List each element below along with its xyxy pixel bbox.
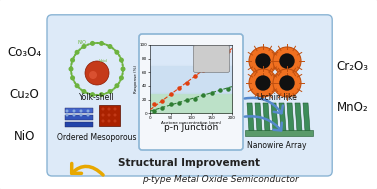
Point xyxy=(225,88,231,91)
Point xyxy=(159,106,166,109)
Circle shape xyxy=(70,58,75,63)
Circle shape xyxy=(249,47,277,75)
Circle shape xyxy=(273,69,301,97)
Text: Cr₂O₃: Cr₂O₃ xyxy=(337,60,368,73)
Circle shape xyxy=(81,44,86,49)
Point xyxy=(208,65,215,68)
Bar xyxy=(65,122,93,127)
Bar xyxy=(65,108,93,113)
Circle shape xyxy=(107,108,110,111)
Circle shape xyxy=(66,109,69,112)
Text: Ordered Mesoporous: Ordered Mesoporous xyxy=(57,132,137,142)
Point xyxy=(184,99,190,102)
Circle shape xyxy=(273,47,301,75)
Circle shape xyxy=(113,108,116,111)
Circle shape xyxy=(279,53,295,69)
Text: NiO: NiO xyxy=(78,40,86,46)
Polygon shape xyxy=(247,103,254,131)
Circle shape xyxy=(86,114,89,116)
Point xyxy=(200,93,206,96)
Point xyxy=(167,103,173,106)
Circle shape xyxy=(101,119,104,122)
Circle shape xyxy=(72,114,75,116)
Text: Cu₂O: Cu₂O xyxy=(10,88,39,101)
Circle shape xyxy=(75,83,80,88)
Circle shape xyxy=(72,109,75,112)
Point xyxy=(167,93,173,96)
Point xyxy=(151,103,157,106)
FancyBboxPatch shape xyxy=(98,105,120,125)
X-axis label: Acetone concentration (ppm): Acetone concentration (ppm) xyxy=(161,121,221,125)
Circle shape xyxy=(101,114,104,116)
Point xyxy=(192,98,198,101)
Circle shape xyxy=(99,41,104,46)
Circle shape xyxy=(255,53,271,69)
FancyArrowPatch shape xyxy=(245,116,282,130)
Circle shape xyxy=(69,67,74,71)
Circle shape xyxy=(255,75,271,91)
Polygon shape xyxy=(303,103,310,131)
FancyArrowPatch shape xyxy=(245,98,283,113)
FancyBboxPatch shape xyxy=(139,34,243,150)
Circle shape xyxy=(107,89,112,94)
Text: p-n Junction: p-n Junction xyxy=(164,122,218,132)
Y-axis label: Response (%): Response (%) xyxy=(134,65,138,93)
Polygon shape xyxy=(287,103,294,131)
Circle shape xyxy=(101,108,104,111)
Text: Nanowire Array: Nanowire Array xyxy=(247,140,307,149)
Point xyxy=(176,101,182,104)
Polygon shape xyxy=(263,103,270,131)
Circle shape xyxy=(81,89,86,94)
FancyBboxPatch shape xyxy=(47,15,332,176)
Polygon shape xyxy=(255,103,262,131)
FancyBboxPatch shape xyxy=(193,46,230,72)
Circle shape xyxy=(119,58,124,63)
Point xyxy=(176,86,182,89)
Circle shape xyxy=(107,114,110,116)
Bar xyxy=(65,115,93,120)
Text: p-type Metal Oxide Semiconductor: p-type Metal Oxide Semiconductor xyxy=(142,174,298,184)
Point xyxy=(184,82,190,85)
Text: MnO₂: MnO₂ xyxy=(337,101,368,114)
Text: sensor: sensor xyxy=(207,57,216,61)
Point xyxy=(225,49,231,52)
Circle shape xyxy=(89,71,97,79)
Circle shape xyxy=(119,75,124,80)
Circle shape xyxy=(113,114,116,116)
Point xyxy=(159,100,166,103)
Text: Urchin-like: Urchin-like xyxy=(257,92,297,101)
Text: Yolk-shell: Yolk-shell xyxy=(79,92,115,101)
Bar xyxy=(245,130,313,136)
Polygon shape xyxy=(295,103,302,131)
Circle shape xyxy=(279,75,295,91)
Circle shape xyxy=(75,50,80,55)
Circle shape xyxy=(90,41,95,46)
Point xyxy=(151,109,157,112)
Polygon shape xyxy=(271,103,278,131)
Circle shape xyxy=(107,44,112,49)
Circle shape xyxy=(70,75,75,80)
Point xyxy=(208,91,215,94)
Circle shape xyxy=(85,61,109,85)
Point xyxy=(217,88,223,91)
Text: NiO: NiO xyxy=(14,130,35,143)
FancyArrowPatch shape xyxy=(72,163,103,175)
Circle shape xyxy=(121,67,126,71)
Circle shape xyxy=(113,119,116,122)
Circle shape xyxy=(80,109,83,112)
Point xyxy=(192,74,198,77)
Text: Structural Improvement: Structural Improvement xyxy=(118,158,259,168)
Circle shape xyxy=(86,109,89,112)
Circle shape xyxy=(90,92,95,97)
Point xyxy=(200,68,206,71)
Polygon shape xyxy=(279,103,286,131)
Circle shape xyxy=(249,69,277,97)
Circle shape xyxy=(107,119,110,122)
Circle shape xyxy=(114,83,120,88)
Circle shape xyxy=(80,114,83,116)
Text: Void: Void xyxy=(99,59,107,63)
Circle shape xyxy=(66,114,69,116)
Text: Co₃O₄: Co₃O₄ xyxy=(8,46,41,59)
Circle shape xyxy=(99,92,104,97)
